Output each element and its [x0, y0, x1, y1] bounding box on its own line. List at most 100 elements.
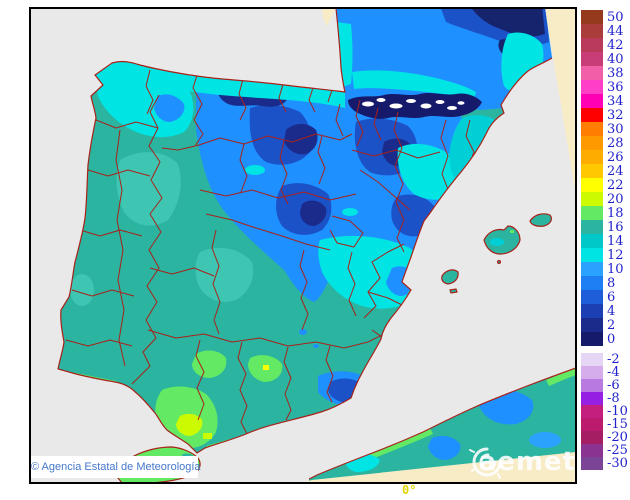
legend-swatch — [581, 304, 603, 318]
legend-value: 10 — [607, 261, 624, 277]
legend-entry: 20 — [581, 192, 628, 206]
coastline — [57, 8, 553, 454]
copyright-label: © Agencia Estatal de Meteorología — [31, 456, 201, 478]
legend-swatch — [581, 66, 603, 80]
legend-swatch — [581, 418, 603, 431]
legend-entry: -8 — [581, 392, 628, 405]
legend-value: 38 — [607, 65, 624, 81]
legend-swatch — [581, 431, 603, 444]
legend-value: 14 — [607, 233, 624, 249]
legend-value: 40 — [607, 51, 624, 67]
legend-value: 24 — [607, 163, 624, 179]
legend-value: 12 — [607, 247, 624, 263]
legend-value: 32 — [607, 107, 624, 123]
legend-value: 30 — [607, 121, 624, 137]
map-frame — [29, 7, 577, 484]
legend-entry: 38 — [581, 66, 628, 80]
legend-value: -4 — [607, 365, 620, 380]
legend-entry: 2 — [581, 318, 628, 332]
legend-entry: 22 — [581, 178, 628, 192]
legend-entry: 8 — [581, 276, 628, 290]
legend-swatch — [581, 192, 603, 206]
legend-swatch — [581, 24, 603, 38]
out-of-region-area — [322, 8, 576, 196]
legend-entry: -25 — [581, 444, 628, 457]
legend-entry: 18 — [581, 206, 628, 220]
legend-value: -15 — [607, 417, 628, 432]
legend-swatch — [581, 234, 603, 248]
legend-swatch — [581, 178, 603, 192]
legend-value: -6 — [607, 378, 620, 393]
meridian-label: 0° — [402, 483, 417, 497]
legend-swatch — [581, 10, 603, 24]
legend-value: 42 — [607, 37, 624, 53]
legend-value: 16 — [607, 219, 624, 235]
legend-value: 50 — [607, 9, 624, 25]
color-scale: 50 44 42 40 38 36 34 32 30 28 26 24 22 20 18 16 14 12 10 8 6… — [581, 10, 628, 470]
legend-entry: -10 — [581, 405, 628, 418]
legend-value: -25 — [607, 443, 628, 458]
legend-entry: 12 — [581, 248, 628, 262]
legend-swatch — [581, 457, 603, 470]
legend-entry: 14 — [581, 234, 628, 248]
legend-block-above-zero: 50 44 42 40 38 36 34 32 30 28 26 24 22 20 18 16 14 12 10 8 6… — [581, 10, 628, 346]
legend-value: -10 — [607, 404, 628, 419]
legend-entry: 30 — [581, 122, 628, 136]
legend-entry: 10 — [581, 262, 628, 276]
legend-value: 4 — [607, 303, 616, 319]
legend-entry: -2 — [581, 353, 628, 366]
legend-entry: 34 — [581, 94, 628, 108]
legend-entry: 0 — [581, 332, 628, 346]
legend-swatch — [581, 136, 603, 150]
out-of-region-bottom — [300, 452, 576, 483]
legend-value: 20 — [607, 191, 624, 207]
aemet-logo-icon — [469, 447, 502, 479]
legend-value: 8 — [607, 275, 616, 291]
legend-value: 28 — [607, 135, 624, 151]
legend-swatch — [581, 80, 603, 94]
legend-entry: 24 — [581, 164, 628, 178]
legend-value: 6 — [607, 289, 616, 305]
legend-swatch — [581, 150, 603, 164]
legend-block-below-zero: -2 -4 -6 -8 -10 -15 -20 -25 -30 — [581, 353, 628, 470]
legend-value: 22 — [607, 177, 624, 193]
legend-swatch — [581, 248, 603, 262]
legend-value: 26 — [607, 149, 624, 165]
legend-entry: 4 — [581, 304, 628, 318]
legend-entry: 36 — [581, 80, 628, 94]
legend-value: -30 — [607, 456, 628, 471]
africa-landmass — [308, 367, 576, 483]
legend-value: -20 — [607, 430, 628, 445]
legend-value: -2 — [607, 352, 620, 367]
legend-swatch — [581, 122, 603, 136]
legend-value: -8 — [607, 391, 620, 406]
legend-swatch — [581, 318, 603, 332]
legend-entry: 40 — [581, 52, 628, 66]
legend-swatch — [581, 276, 603, 290]
legend-entry: -15 — [581, 418, 628, 431]
legend-entry: 42 — [581, 38, 628, 52]
legend-swatch — [581, 353, 603, 366]
legend-entry: -20 — [581, 431, 628, 444]
legend-entry: 26 — [581, 150, 628, 164]
legend-entry: 44 — [581, 24, 628, 38]
legend-value: 0 — [607, 331, 616, 347]
pyrenees-mountains — [348, 93, 482, 119]
legend-swatch — [581, 206, 603, 220]
legend-swatch — [581, 38, 603, 52]
legend-value: 34 — [607, 93, 624, 109]
legend-value: 2 — [607, 317, 616, 333]
legend-value: 36 — [607, 79, 624, 95]
legend-swatch — [581, 366, 603, 379]
legend-swatch — [581, 220, 603, 234]
legend-value: 44 — [607, 23, 624, 39]
legend-entry: 32 — [581, 108, 628, 122]
legend-entry: 16 — [581, 220, 628, 234]
legend-entry: 28 — [581, 136, 628, 150]
legend-swatch — [581, 164, 603, 178]
legend-swatch — [581, 262, 603, 276]
legend-swatch — [581, 94, 603, 108]
legend-entry: -4 — [581, 366, 628, 379]
